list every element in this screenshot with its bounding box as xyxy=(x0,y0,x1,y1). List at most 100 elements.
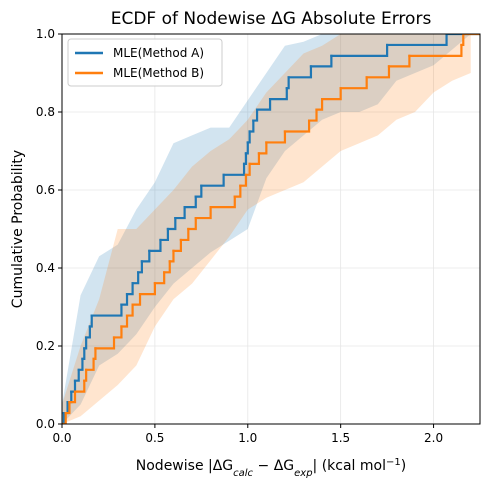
ecdf-step xyxy=(460,34,465,47)
ecdf-step xyxy=(159,227,169,242)
ecdf-step xyxy=(209,195,236,209)
ecdf-step xyxy=(242,152,248,165)
ecdf-step xyxy=(138,282,156,296)
plot-area xyxy=(62,34,480,424)
ecdf-step xyxy=(166,216,177,231)
ecdf-step xyxy=(62,411,65,424)
ecdf-step xyxy=(307,108,318,122)
ecdf-step xyxy=(244,141,249,155)
ecdf-step xyxy=(153,271,166,285)
ecdf-step xyxy=(174,206,186,220)
ecdf-step xyxy=(112,325,123,339)
confidence-band xyxy=(62,34,471,424)
x-axis-label-part: | (kcal mol xyxy=(313,458,386,474)
ecdf-step xyxy=(265,130,287,144)
ecdf-step xyxy=(320,87,342,101)
y-tick-label: 0.8 xyxy=(36,105,55,119)
ecdf-step xyxy=(77,357,84,371)
legend: MLE(Method A) MLE(Method B) xyxy=(67,38,223,87)
ecdf-step xyxy=(85,325,91,339)
ecdf-step xyxy=(168,249,175,263)
ecdf-step xyxy=(408,43,463,57)
y-tick-label: 0.0 xyxy=(36,417,55,431)
ecdf-step xyxy=(172,238,182,252)
ecdf-step xyxy=(233,184,242,198)
y-axis-label: Cumulative Probability xyxy=(10,150,26,308)
y-tick-label: 0.6 xyxy=(36,183,55,197)
x-axis-label-part: −1 xyxy=(386,457,401,468)
ecdf-step xyxy=(183,195,197,209)
ecdf-step xyxy=(163,260,171,274)
ecdf-step xyxy=(387,54,411,68)
x-axis-label: Nodewise |ΔGcalc − ΔGexp| (kcal mol−1) xyxy=(136,457,406,479)
x-tick-label: 2.0 xyxy=(424,431,443,445)
y-tick-label: 1.0 xyxy=(36,27,55,41)
confidence-band xyxy=(62,34,471,424)
legend-label: MLE(Method A) xyxy=(113,46,204,60)
x-tick-label: 0.0 xyxy=(52,431,71,445)
ecdf-step xyxy=(330,43,389,57)
x-tick-label: 0.5 xyxy=(145,431,164,445)
x-tick-label: 1.0 xyxy=(238,431,257,445)
ecdf-step xyxy=(315,98,324,111)
ecdf-step xyxy=(83,368,88,382)
ecdf-step xyxy=(120,314,129,328)
ecdf-step xyxy=(248,152,261,165)
chart-title: ECDF of Nodewise ΔG Absolute Errors xyxy=(111,9,432,29)
ecdf-step xyxy=(287,65,313,79)
ecdf-step xyxy=(179,227,190,242)
ecdf-step xyxy=(257,141,268,155)
ecdf-step xyxy=(255,98,272,111)
ecdf-step xyxy=(187,216,197,231)
ecdf-step xyxy=(81,347,86,360)
ecdf-step xyxy=(137,260,143,274)
ecdf-step xyxy=(148,238,162,252)
ecdf-step xyxy=(194,206,212,220)
axes: 0.0 0.5 1.0 1.5 2.0 0.0 0.2 0.4 0.6 0.8 1.0 xyxy=(36,27,443,445)
ecdf-step xyxy=(90,303,123,317)
ecdf-step xyxy=(339,76,368,90)
y-tick-label: 0.4 xyxy=(36,261,55,275)
ecdf-step xyxy=(120,293,129,306)
ecdf-step xyxy=(246,130,251,144)
ecdf-step xyxy=(68,390,77,404)
ecdf-step xyxy=(62,411,67,424)
legend-label: MLE(Method B) xyxy=(113,66,204,80)
ecdf-step xyxy=(268,87,288,101)
ecdf-step xyxy=(83,336,88,350)
ecdf-step xyxy=(248,119,255,133)
ecdf-step xyxy=(285,76,290,90)
ecdf-step xyxy=(386,34,448,47)
ecdf-step xyxy=(283,119,311,133)
ecdf-step xyxy=(125,303,134,317)
plot-frame xyxy=(61,33,481,425)
ecdf-step xyxy=(131,271,140,285)
ecdf-step xyxy=(88,314,93,328)
ecdf-step xyxy=(73,368,80,382)
ecdf-step xyxy=(222,162,246,176)
ecdf-step xyxy=(125,282,134,296)
ecdf-step xyxy=(194,184,203,198)
ecdf-step xyxy=(244,162,251,176)
y-tick-label: 0.2 xyxy=(36,339,55,353)
ecdf-step xyxy=(252,108,259,122)
ecdf-step xyxy=(85,357,95,371)
ecdf-step xyxy=(140,249,151,263)
legend-box xyxy=(67,38,223,87)
ecdf-step xyxy=(131,293,142,306)
x-axis-label-part: − ΔG xyxy=(253,458,294,474)
ecdf-step xyxy=(200,173,225,187)
ecdf-step xyxy=(64,401,71,415)
ecdf-step xyxy=(239,173,248,187)
x-axis-label-part: exp xyxy=(294,468,312,479)
x-axis-label-part: ) xyxy=(401,458,406,474)
x-axis-label-part: Nodewise |ΔG xyxy=(136,458,233,474)
x-tick-label: 1.5 xyxy=(331,431,350,445)
x-axis-label-part: calc xyxy=(233,468,253,479)
ecdf-step xyxy=(309,54,333,68)
ecdf-step xyxy=(365,65,391,79)
ecdf-step xyxy=(94,336,116,350)
ecdf-step xyxy=(73,379,86,393)
ecdf-step xyxy=(92,347,97,360)
